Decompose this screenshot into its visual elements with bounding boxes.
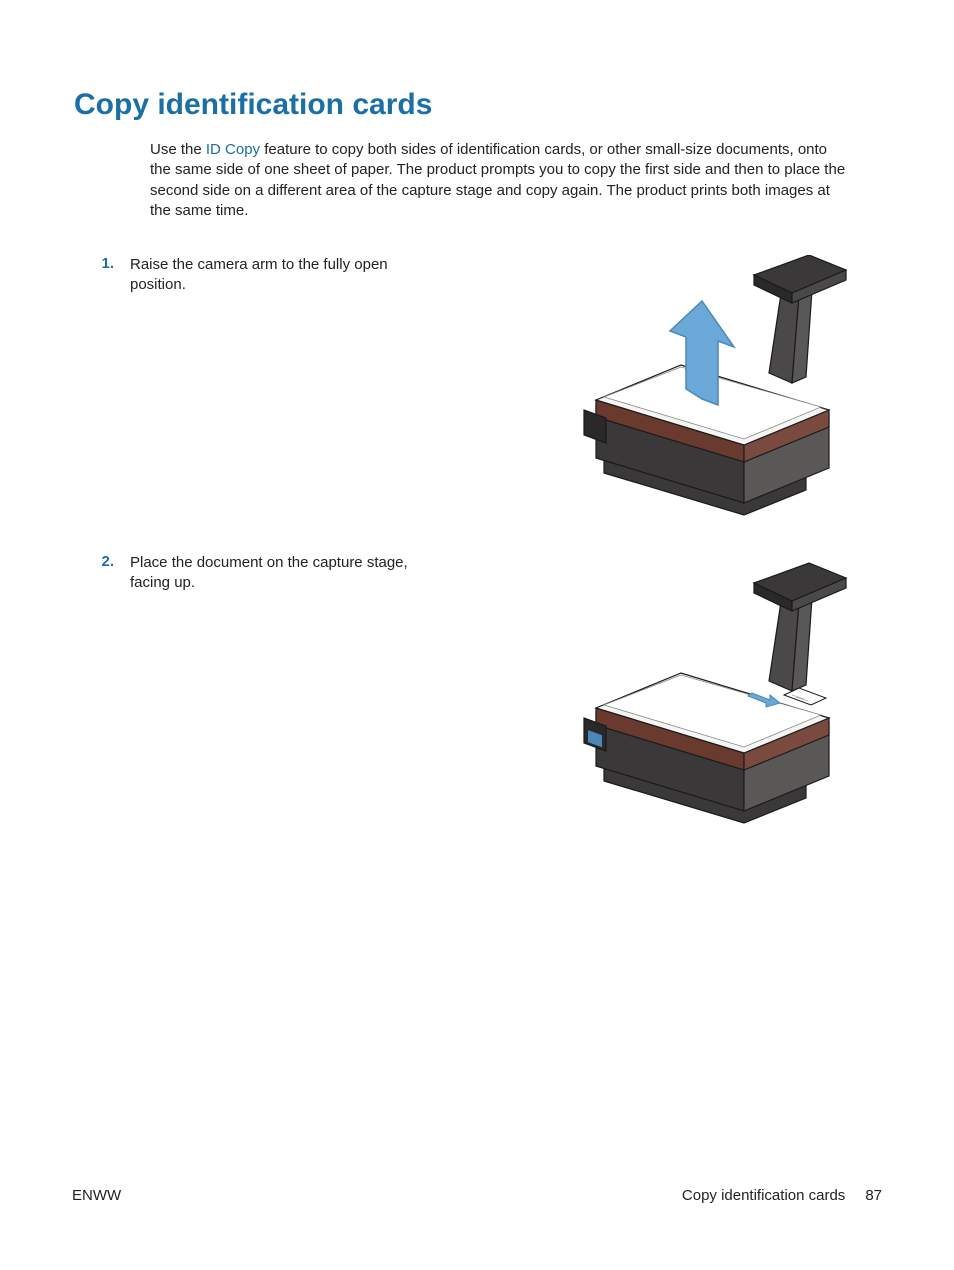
step-2-number: 2. bbox=[86, 553, 118, 570]
step-2-image bbox=[418, 553, 882, 843]
printer-raise-arm-illustration bbox=[574, 255, 874, 535]
step-1: 1. Raise the camera arm to the fully ope… bbox=[72, 255, 882, 535]
step-2: 2. Place the document on the capture sta… bbox=[72, 553, 882, 843]
footer-page-number: 87 bbox=[865, 1187, 882, 1204]
step-1-number: 1. bbox=[86, 255, 118, 272]
step-2-text: Place the document on the capture stage,… bbox=[118, 553, 418, 594]
printer-place-document-illustration bbox=[574, 553, 874, 843]
step-1-image bbox=[418, 255, 882, 535]
footer-section-label: Copy identification cards bbox=[682, 1187, 845, 1204]
intro-feature-name: ID Copy bbox=[206, 141, 260, 158]
footer-left: ENWW bbox=[72, 1187, 121, 1204]
intro-pre: Use the bbox=[150, 141, 206, 158]
steps-list: 1. Raise the camera arm to the fully ope… bbox=[72, 255, 882, 843]
step-1-text: Raise the camera arm to the fully open p… bbox=[118, 255, 418, 296]
page-footer: ENWW Copy identification cards 87 bbox=[72, 1187, 882, 1204]
footer-right: Copy identification cards 87 bbox=[682, 1187, 882, 1204]
intro-paragraph: Use the ID Copy feature to copy both sid… bbox=[150, 140, 852, 221]
page-title: Copy identification cards bbox=[74, 88, 882, 122]
